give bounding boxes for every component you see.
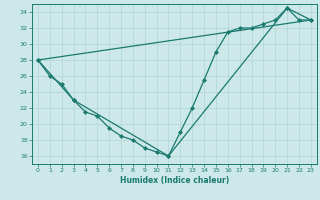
X-axis label: Humidex (Indice chaleur): Humidex (Indice chaleur) (120, 176, 229, 185)
